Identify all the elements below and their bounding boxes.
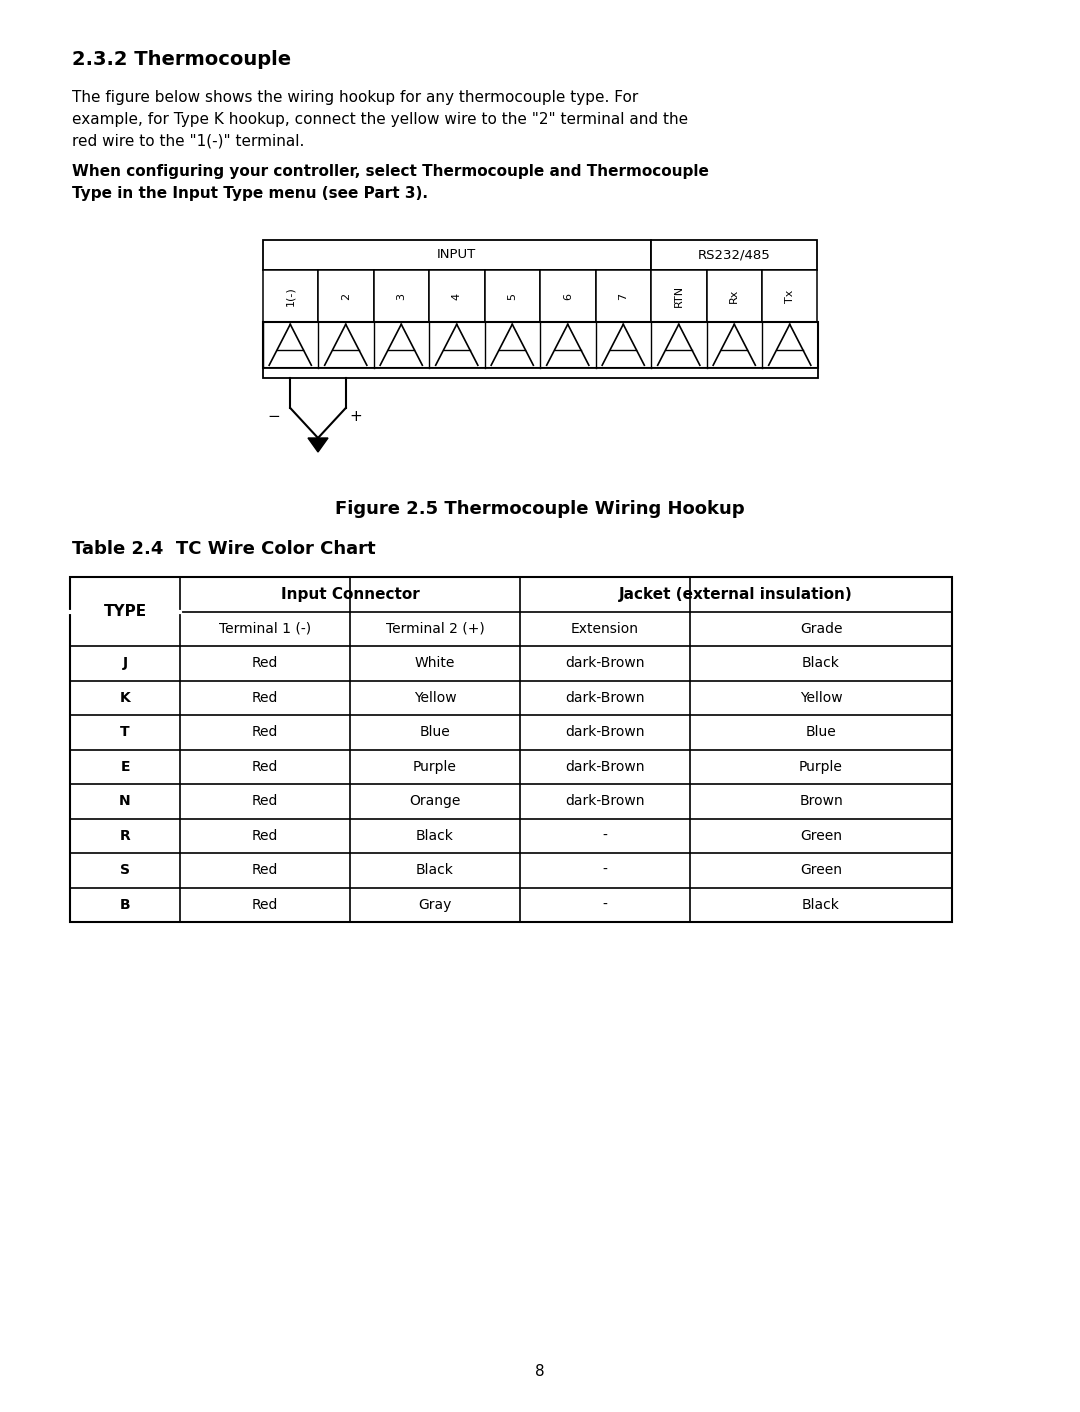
Text: Black: Black (416, 829, 454, 843)
Text: Green: Green (800, 829, 842, 843)
Text: T: T (120, 726, 130, 740)
Text: Input Connector: Input Connector (281, 587, 419, 602)
Bar (70, 578, 951, 922)
Text: 3: 3 (396, 292, 406, 299)
Bar (429, 270, 485, 322)
Text: Figure 2.5 Thermocouple Wiring Hookup: Figure 2.5 Thermocouple Wiring Hookup (335, 500, 745, 518)
Text: Brown: Brown (799, 794, 842, 808)
Bar (318, 270, 374, 322)
Text: 2.3.2 Thermocouple: 2.3.2 Thermocouple (72, 49, 292, 69)
Text: RS232/485: RS232/485 (698, 249, 771, 261)
Text: RTN: RTN (674, 285, 684, 306)
Text: -: - (603, 829, 607, 843)
Bar (262, 369, 818, 378)
Text: N: N (119, 794, 131, 808)
Text: Red: Red (252, 760, 279, 774)
Bar (262, 270, 318, 322)
Text: Red: Red (252, 898, 279, 912)
Text: Red: Red (252, 690, 279, 705)
Text: Table 2.4  TC Wire Color Chart: Table 2.4 TC Wire Color Chart (72, 539, 376, 558)
Text: Jacket (external insulation): Jacket (external insulation) (619, 587, 853, 602)
Text: Grade: Grade (800, 621, 842, 635)
Bar (651, 270, 706, 322)
Text: 5: 5 (508, 292, 517, 299)
Text: Red: Red (252, 794, 279, 808)
Text: Red: Red (252, 657, 279, 671)
Text: -: - (603, 898, 607, 912)
Text: dark-Brown: dark-Brown (565, 690, 645, 705)
Text: Purple: Purple (413, 760, 457, 774)
Text: Terminal 1 (-): Terminal 1 (-) (219, 621, 311, 635)
Bar (651, 240, 818, 270)
Bar (595, 270, 651, 322)
Text: INPUT: INPUT (437, 249, 476, 261)
Text: Orange: Orange (409, 794, 461, 808)
Bar (262, 322, 818, 369)
Text: Yellow: Yellow (799, 690, 842, 705)
Text: 7: 7 (618, 292, 629, 299)
Text: 1(-): 1(-) (285, 287, 295, 306)
Text: Rx: Rx (729, 289, 739, 304)
Text: K: K (120, 690, 131, 705)
Text: S: S (120, 863, 130, 877)
Text: Tx: Tx (785, 289, 795, 302)
Bar (762, 270, 818, 322)
Text: 4: 4 (451, 292, 462, 299)
Text: J: J (122, 657, 127, 671)
Text: Blue: Blue (420, 726, 450, 740)
Text: Red: Red (252, 829, 279, 843)
Text: 6: 6 (563, 292, 572, 299)
Text: +: + (350, 409, 363, 424)
Polygon shape (308, 438, 328, 452)
Text: 2: 2 (341, 292, 351, 299)
Bar (706, 270, 762, 322)
Text: Terminal 2 (+): Terminal 2 (+) (386, 621, 484, 635)
Text: R: R (120, 829, 131, 843)
Text: Black: Black (802, 898, 840, 912)
Text: Extension: Extension (571, 621, 639, 635)
Text: Yellow: Yellow (414, 690, 457, 705)
Text: Black: Black (416, 863, 454, 877)
Text: dark-Brown: dark-Brown (565, 794, 645, 808)
Text: -: - (603, 863, 607, 877)
Text: The figure below shows the wiring hookup for any thermocouple type. For
example,: The figure below shows the wiring hookup… (72, 90, 688, 148)
Text: dark-Brown: dark-Brown (565, 657, 645, 671)
Text: Red: Red (252, 863, 279, 877)
Text: 8: 8 (536, 1364, 544, 1380)
Text: Purple: Purple (799, 760, 842, 774)
Text: dark-Brown: dark-Brown (565, 760, 645, 774)
Text: dark-Brown: dark-Brown (565, 726, 645, 740)
Bar (262, 240, 651, 270)
Text: B: B (120, 898, 131, 912)
Bar (374, 270, 429, 322)
Text: Green: Green (800, 863, 842, 877)
Text: Gray: Gray (418, 898, 451, 912)
Bar (485, 270, 540, 322)
Text: Red: Red (252, 726, 279, 740)
Text: −: − (268, 409, 280, 424)
Text: Blue: Blue (806, 726, 836, 740)
Bar (540, 270, 595, 322)
Text: White: White (415, 657, 455, 671)
Text: TYPE: TYPE (104, 604, 147, 618)
Text: E: E (120, 760, 130, 774)
Text: When configuring your controller, select Thermocouple and Thermocouple
Type in t: When configuring your controller, select… (72, 164, 708, 201)
Text: Black: Black (802, 657, 840, 671)
